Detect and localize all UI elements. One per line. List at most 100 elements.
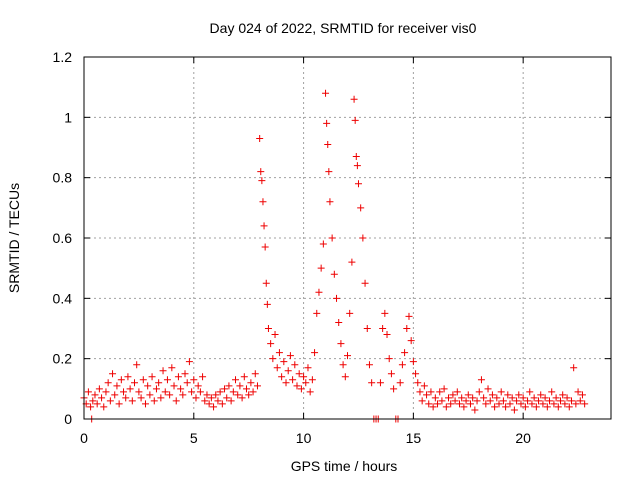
data-point: [458, 394, 466, 402]
data-point: [95, 385, 103, 393]
data-point: [357, 204, 365, 212]
data-point: [190, 376, 198, 384]
data-point: [493, 394, 501, 402]
data-point: [192, 394, 200, 402]
data-point: [341, 373, 349, 381]
axis-ticks: 0 5 10 15 20 0 0.2 0.4 0.6 0.8 1 1.2: [53, 49, 611, 446]
data-point: [205, 400, 213, 408]
data-point: [194, 382, 202, 390]
data-point: [115, 400, 123, 408]
y-tick-label: 0.8: [53, 170, 73, 186]
data-point: [387, 370, 395, 378]
data-point: [181, 370, 189, 378]
data-point: [126, 385, 134, 393]
data-point: [427, 388, 435, 396]
data-point: [264, 325, 272, 332]
data-point: [313, 309, 321, 317]
data-point: [519, 394, 527, 402]
data-point: [275, 349, 283, 357]
data-point: [462, 397, 470, 405]
y-axis-label: SRMTID / TECUs: [6, 183, 22, 293]
data-point: [253, 382, 261, 390]
data-point: [351, 116, 359, 124]
data-point: [535, 397, 543, 405]
data-point: [521, 403, 529, 411]
data-point: [163, 376, 171, 384]
data-point: [304, 364, 312, 372]
data-point: [554, 403, 562, 411]
data-point: [293, 382, 301, 390]
data-point: [567, 397, 575, 405]
data-point: [297, 385, 305, 393]
data-point: [273, 364, 281, 372]
data-point: [530, 394, 538, 402]
data-point: [491, 403, 499, 411]
data-point: [238, 394, 246, 402]
data-point: [436, 388, 444, 396]
data-point: [161, 388, 169, 396]
data-point: [84, 388, 92, 396]
data-point: [510, 406, 518, 414]
data-point: [174, 373, 182, 381]
data-point: [486, 397, 494, 405]
data-point: [251, 370, 259, 378]
data-point: [271, 331, 279, 339]
y-tick-label: 0.2: [53, 351, 73, 367]
data-point: [185, 358, 193, 366]
data-point: [221, 385, 229, 393]
data-points: [80, 89, 589, 423]
data-point: [361, 279, 369, 287]
data-point: [346, 309, 354, 317]
data-point: [385, 355, 393, 363]
data-point: [442, 403, 450, 411]
data-point: [135, 388, 143, 396]
data-point: [289, 376, 297, 384]
data-point: [513, 397, 521, 405]
data-point: [232, 376, 240, 384]
data-point: [563, 394, 571, 402]
data-point: [333, 294, 341, 302]
data-point: [449, 391, 457, 399]
data-point: [376, 379, 384, 387]
data-point: [139, 376, 147, 384]
x-axis-label: GPS time / hours: [291, 458, 398, 474]
data-point: [166, 391, 174, 399]
data-point: [218, 400, 226, 408]
data-point: [401, 349, 409, 357]
data-point: [418, 397, 426, 405]
data-point: [363, 325, 371, 332]
data-point: [541, 394, 549, 402]
data-point: [291, 361, 299, 369]
data-point: [502, 403, 510, 411]
data-point: [168, 364, 176, 372]
x-tick-label: 5: [190, 430, 198, 446]
data-point: [330, 270, 338, 278]
data-point: [407, 337, 415, 345]
x-tick-label: 15: [406, 430, 422, 446]
data-point: [106, 397, 114, 405]
data-point: [528, 400, 536, 408]
data-point: [532, 403, 540, 411]
data-point: [506, 400, 514, 408]
data-point: [141, 400, 149, 408]
data-point: [326, 198, 334, 206]
data-point: [117, 376, 125, 384]
data-point: [93, 400, 101, 408]
data-point: [137, 394, 145, 402]
data-point: [517, 400, 525, 408]
data-point: [240, 373, 248, 381]
data-point: [543, 403, 551, 411]
data-point: [464, 391, 472, 399]
data-point: [348, 258, 356, 266]
data-point: [269, 355, 277, 363]
data-point: [257, 168, 265, 176]
data-point: [455, 400, 463, 408]
data-point: [91, 391, 99, 399]
data-point: [499, 397, 507, 405]
data-point: [258, 177, 266, 185]
data-point: [381, 309, 389, 317]
data-point: [576, 397, 584, 405]
data-point: [524, 397, 532, 405]
data-point: [471, 406, 479, 414]
